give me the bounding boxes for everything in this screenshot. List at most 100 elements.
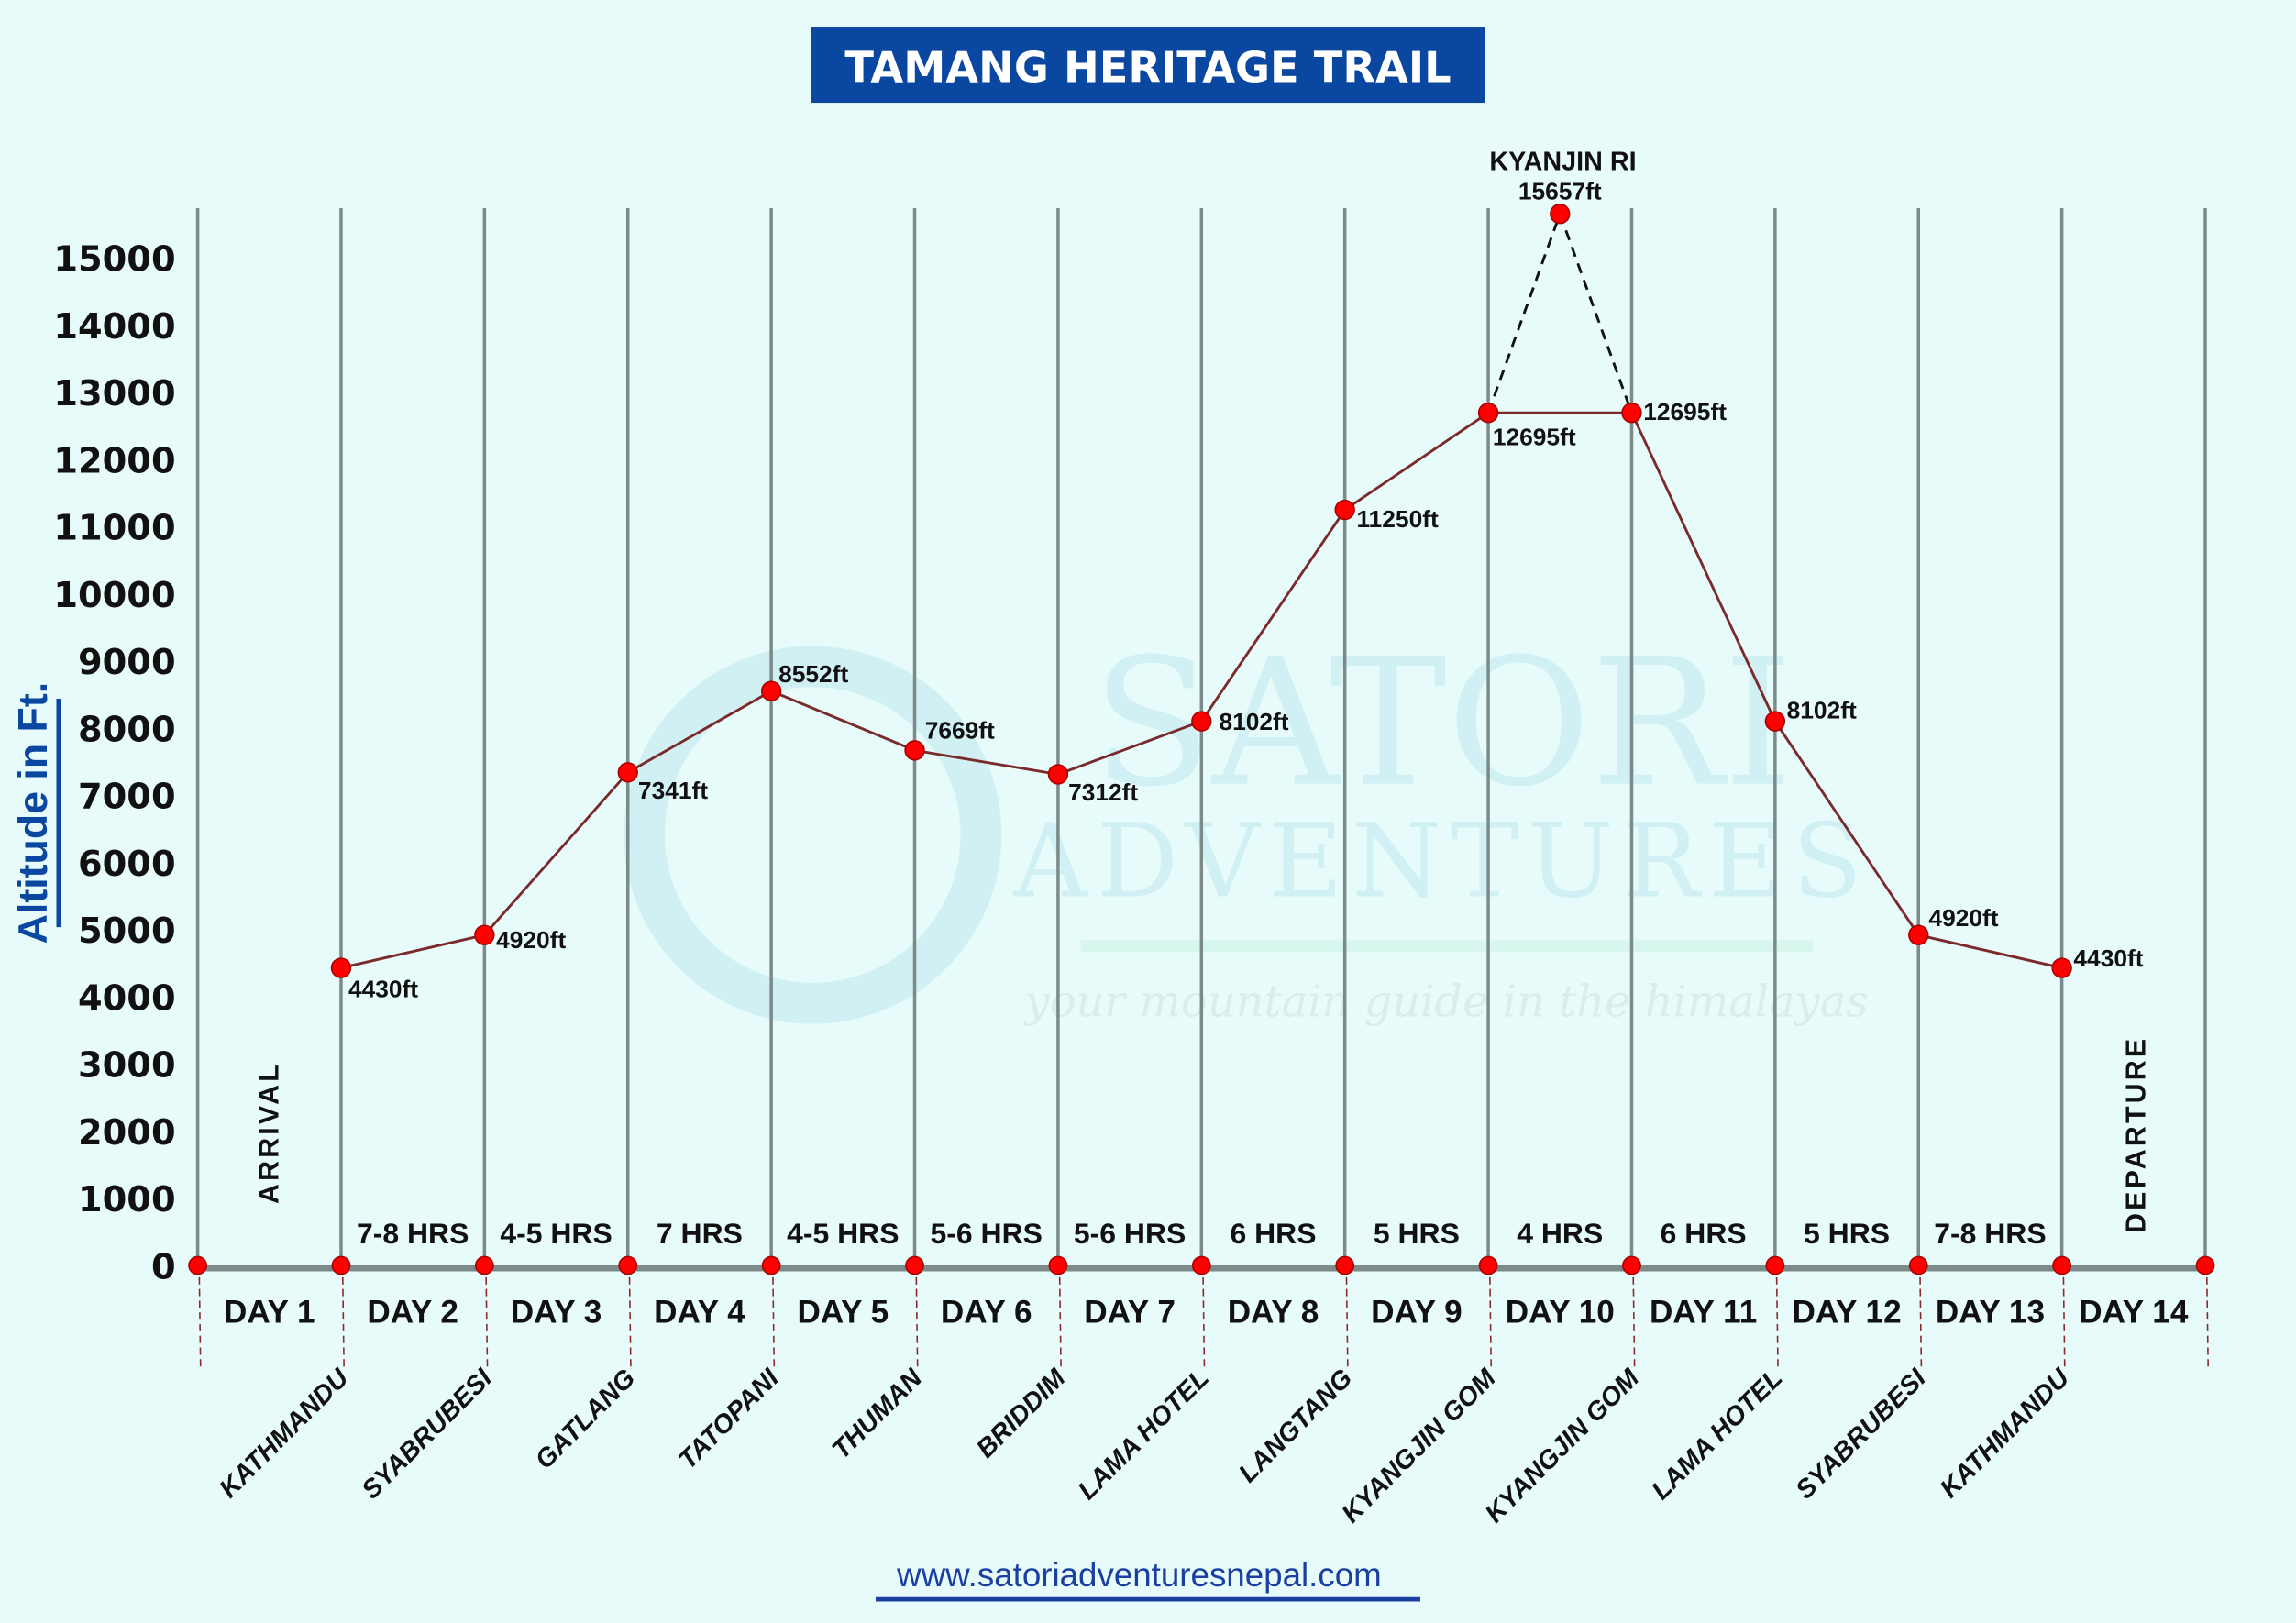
hours-label: 6 HRS [1230,1217,1316,1250]
hours-label: 7-8 HRS [1934,1217,2046,1250]
hours-label: 4 HRS [1517,1217,1603,1250]
baseline-point [1191,1255,1211,1275]
baseline-point [1478,1255,1498,1275]
location-label: LANGTANG [1233,1364,1358,1488]
day-label: DAY 3 [511,1294,602,1330]
stop-leader-line [915,1265,919,1370]
altitude-label: 12695ft [1493,423,1576,450]
altitude-label: 7312ft [1068,778,1138,806]
altitude-point [1621,403,1642,424]
altitude-label: 7341ft [638,777,708,804]
stop-leader-line [771,1265,776,1370]
day-label: DAY 11 [1650,1294,1757,1330]
stop-leader-line [2205,1265,2210,1370]
website-link[interactable]: www.satoriadventuresnepal.com [896,1556,1382,1594]
y-tick-label: 9000 [78,642,176,683]
stop-leader-line [628,1265,632,1370]
altitude-label: 4920ft [496,926,566,954]
hours-label: 7 HRS [657,1217,743,1250]
baseline-point [1622,1255,1641,1275]
day-label: DAY 5 [798,1294,889,1330]
watermark-tagline: your mountain guide in the himalayas [1023,977,1869,1028]
location-label: SYABRUBESI [1790,1363,1932,1505]
baseline-point [1765,1255,1785,1275]
day-label: DAY 1 [224,1294,315,1330]
y-tick-label: 0 [151,1246,176,1287]
altitude-label: 4430ft [348,976,418,1003]
baseline-point [2195,1255,2215,1275]
altitude-label: 8102ft [1219,708,1288,735]
watermark-line2: ADVENTURES [1012,802,1871,922]
stop-leader-line [2062,1265,2066,1370]
y-tick-label: 11000 [53,508,175,549]
altitude-point [617,762,638,783]
hours-label: 5-6 HRS [1074,1217,1186,1250]
hours-label: 7-8 HRS [357,1217,469,1250]
altitude-point [1191,711,1212,732]
baseline-point [761,1255,781,1275]
baseline-point [905,1255,924,1275]
baseline-point [1335,1255,1355,1275]
y-tick-label: 2000 [78,1112,176,1154]
title-background [811,27,1485,104]
y-tick-label: 7000 [78,777,176,818]
location-label: TATOPANI [673,1363,785,1474]
side-trip-ascent-line [1486,213,1562,414]
y-axis-label: Altitude in Ft. [11,682,56,944]
location-label: KYANGJIN GOM [1336,1363,1502,1529]
peak-name-label: KYANJIN RI [1489,147,1636,176]
peak-altitude-label: 15657ft [1518,177,1602,204]
day-label: DAY 14 [2079,1294,2189,1330]
location-label: THUMAN [826,1363,929,1465]
altitude-label: 8102ft [1787,696,1857,723]
altitude-label: 12695ft [1643,398,1727,425]
y-tick-label: 1000 [78,1179,176,1220]
location-label: SYABRUBESI [357,1363,499,1505]
location-label: LAMA HOTEL [1073,1364,1215,1506]
y-tick-label: 12000 [53,440,175,481]
day-label: DAY 10 [1506,1294,1615,1330]
hours-label: 4-5 HRS [500,1217,612,1250]
y-tick-label: 3000 [78,1045,176,1087]
stop-leader-line [1775,1265,1779,1370]
altitude-label: 8552ft [778,660,848,688]
location-label: KATHMANDU [1935,1363,2076,1504]
stop-leader-line [1345,1265,1349,1370]
day-label: DAY 4 [654,1294,745,1330]
stop-leader-line [1919,1265,1923,1370]
hours-label: 6 HRS [1661,1217,1747,1250]
altitude-label: 7669ft [925,717,995,745]
watermark-logo: SATORI ADVENTURES your mountain guide in… [624,622,1871,1028]
stop-leader-line [1488,1265,1493,1370]
stop-leader-line [198,1265,202,1370]
peak-point [1550,204,1571,225]
y-tick-label: 10000 [53,575,175,616]
y-tick-label: 15000 [53,239,175,281]
y-tick-label: 14000 [53,306,175,348]
day-label: DAY 8 [1228,1294,1319,1330]
day-label: DAY 6 [941,1294,1032,1330]
altitude-point [1908,924,1929,945]
altitude-label: 11250ft [1356,505,1439,533]
day-label: DAY 7 [1084,1294,1176,1330]
day-label: DAY 13 [1936,1294,2045,1330]
location-label: LAMA HOTEL [1646,1364,1788,1506]
day-label: DAY 2 [367,1294,458,1330]
chart-title: TAMANG HERITAGE TRAIL [844,43,1451,93]
y-tick-label: 6000 [78,844,176,885]
altitude-point [474,924,495,945]
y-tick-label: 13000 [53,373,175,414]
baseline-point [188,1255,207,1275]
altitude-point [2051,957,2072,978]
hours-label: 4-5 HRS [787,1217,899,1250]
altitude-label: 4430ft [2073,944,2143,972]
hours-label: 5 HRS [1374,1217,1460,1250]
altitude-point [1764,711,1786,732]
location-label: BRIDDIM [971,1363,1072,1463]
altitude-point [330,957,352,978]
altitude-label: 4920ft [1928,904,1998,932]
hours-label: 5 HRS [1804,1217,1890,1250]
baseline-point [1908,1255,1928,1275]
altitude-point [1047,764,1069,785]
